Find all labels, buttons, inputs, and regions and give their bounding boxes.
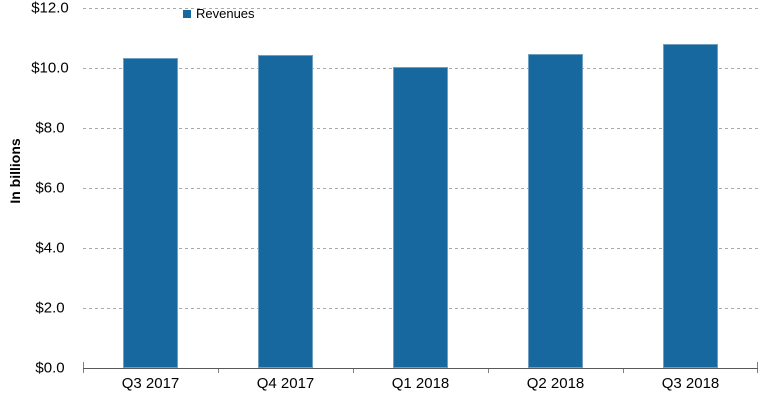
y-tick-label-8: $8.0 [35, 119, 65, 137]
bar-q1-2018 [393, 67, 448, 368]
axis-end-stub [757, 362, 758, 368]
y-tick-label-10: $10.0 [31, 59, 69, 77]
bar-q2-2018 [528, 54, 583, 368]
y-tick-label-12: $12.0 [31, 0, 69, 17]
x-tick-label-q3-2017: Q3 2017 [121, 375, 180, 392]
y-tick-label-4: $4.0 [35, 239, 65, 257]
x-tick-label-q2-2018: Q2 2018 [526, 375, 585, 392]
x-axis-tick [353, 369, 354, 373]
axis-end-stub [83, 362, 84, 368]
x-axis-tick [83, 369, 84, 373]
x-axis-tick [623, 369, 624, 373]
x-tick-label-q3-2018: Q3 2018 [661, 375, 720, 392]
plot-area [83, 8, 758, 373]
legend-marker-icon [183, 9, 191, 18]
gridline-12 [83, 8, 758, 9]
legend-label: Revenues [196, 6, 255, 21]
x-tick-label-q4-2017: Q4 2017 [256, 375, 315, 392]
bar-q3-2018 [663, 44, 718, 368]
y-tick-label-6: $6.0 [35, 179, 65, 197]
chart-legend: Revenues [183, 6, 255, 21]
y-tick-label-0: $0.0 [35, 359, 65, 377]
x-axis-tick [488, 369, 489, 373]
x-tick-label-q1-2018: Q1 2018 [391, 375, 450, 392]
x-axis-tick [218, 369, 219, 373]
y-tick-label-2: $2.0 [35, 299, 65, 317]
bar-q4-2017 [258, 55, 313, 368]
x-axis-tick [757, 369, 758, 373]
bar-q3-2017 [123, 58, 178, 368]
